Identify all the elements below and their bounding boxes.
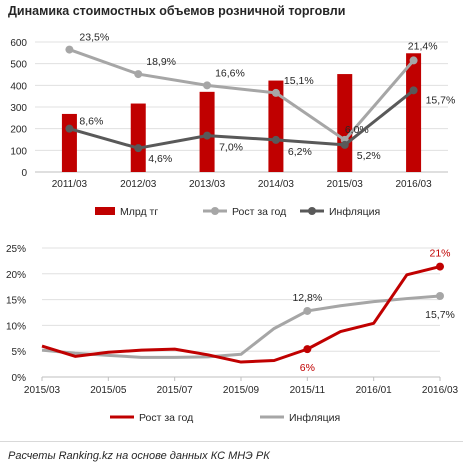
data-label: 6% xyxy=(300,362,315,374)
x-tick-label: 2015/07 xyxy=(157,385,194,396)
y-tick-label: 10% xyxy=(6,321,26,332)
x-tick-label: 2016/03 xyxy=(422,385,459,396)
data-label: 18,9% xyxy=(146,56,176,68)
inflation-point xyxy=(436,291,444,300)
inflation-point xyxy=(303,306,312,315)
inflation-point xyxy=(65,124,74,133)
data-label: 6,0% xyxy=(345,124,369,136)
rost-point xyxy=(65,45,74,54)
y-tick-label: 5% xyxy=(12,347,27,358)
rost-point xyxy=(409,56,418,65)
rost-point xyxy=(436,262,444,271)
legend-marker xyxy=(211,207,219,215)
footer-source: Расчеты Ranking.kz на основе данных КС М… xyxy=(8,450,270,462)
data-label: 15,1% xyxy=(284,75,314,87)
bar xyxy=(406,53,422,173)
y-tick-label: 400 xyxy=(10,81,27,92)
y-tick-label: 0% xyxy=(12,373,27,384)
inflation-point xyxy=(203,131,212,140)
x-tick-label: 2015/03 xyxy=(327,179,364,190)
y-tick-label: 500 xyxy=(10,60,27,71)
x-tick-label: 2015/03 xyxy=(24,385,61,396)
inflation-point xyxy=(340,140,349,149)
y-tick-label: 300 xyxy=(10,103,27,114)
footer-divider xyxy=(0,441,463,442)
data-label: 5,2% xyxy=(357,150,381,162)
legend-swatch xyxy=(95,207,115,215)
inflation-point xyxy=(409,86,418,95)
bar xyxy=(337,74,353,172)
legend-label: Инфляция xyxy=(329,206,380,218)
rost-point xyxy=(134,70,143,79)
legend-marker xyxy=(308,207,316,215)
y-tick-label: 0 xyxy=(21,168,27,179)
bar xyxy=(61,113,77,172)
inflation-point xyxy=(134,144,143,153)
data-label: 21,4% xyxy=(408,40,438,52)
data-label: 16,6% xyxy=(215,67,245,79)
rost-line xyxy=(68,48,415,142)
y-tick-label: 25% xyxy=(6,244,26,255)
x-tick-label: 2013/03 xyxy=(189,179,226,190)
data-label: 15,7% xyxy=(425,309,455,321)
rost-point xyxy=(271,88,280,97)
growth-inflation-chart: 0% 5% 10% 15% 20% 25% 2015/03 2015/05 2015/07 201… xyxy=(6,244,459,424)
x-tick-label: 2015/09 xyxy=(223,385,260,396)
y-tick-label: 100 xyxy=(10,146,27,157)
y-tick-label: 200 xyxy=(10,125,27,136)
rost-line xyxy=(41,265,441,364)
data-label: 12,8% xyxy=(292,292,322,304)
bar xyxy=(130,103,146,172)
chart-title: Динамика стоимостных объемов розничной т… xyxy=(8,4,346,18)
rost-point xyxy=(303,345,312,354)
data-label: 8,6% xyxy=(79,116,103,128)
legend-label: Рост за год xyxy=(232,206,286,218)
x-tick-label: 2011/03 xyxy=(52,179,88,190)
inflation-line xyxy=(41,294,441,359)
x-tick-label: 2016/01 xyxy=(356,385,393,396)
y-tick-label: 600 xyxy=(10,38,27,49)
legend-label: Инфляция xyxy=(289,412,340,424)
retail-volume-chart: 0 100 200 300 400 500 600 2011/03 2012/03 2013/03… xyxy=(10,32,456,218)
data-label: 4,6% xyxy=(148,153,172,165)
y-tick-label: 20% xyxy=(6,270,26,281)
bar xyxy=(268,80,284,172)
inflation-line xyxy=(69,89,415,150)
rost-point xyxy=(203,81,212,90)
x-tick-label: 2014/03 xyxy=(258,179,295,190)
x-tick-label: 2015/11 xyxy=(290,385,326,396)
data-label: 21% xyxy=(429,248,450,260)
legend-label: Рост за год xyxy=(139,412,193,424)
data-label: 23,5% xyxy=(79,32,109,44)
x-tick-label: 2012/03 xyxy=(120,179,157,190)
data-label: 15,7% xyxy=(426,94,456,106)
legend-label: Млрд тг xyxy=(120,206,158,218)
x-tick-label: 2016/03 xyxy=(396,179,433,190)
y-tick-label: 15% xyxy=(6,296,26,307)
inflation-point xyxy=(271,135,280,144)
data-label: 6,2% xyxy=(288,146,312,158)
data-label: 7,0% xyxy=(219,142,243,154)
x-tick-label: 2015/05 xyxy=(90,385,127,396)
